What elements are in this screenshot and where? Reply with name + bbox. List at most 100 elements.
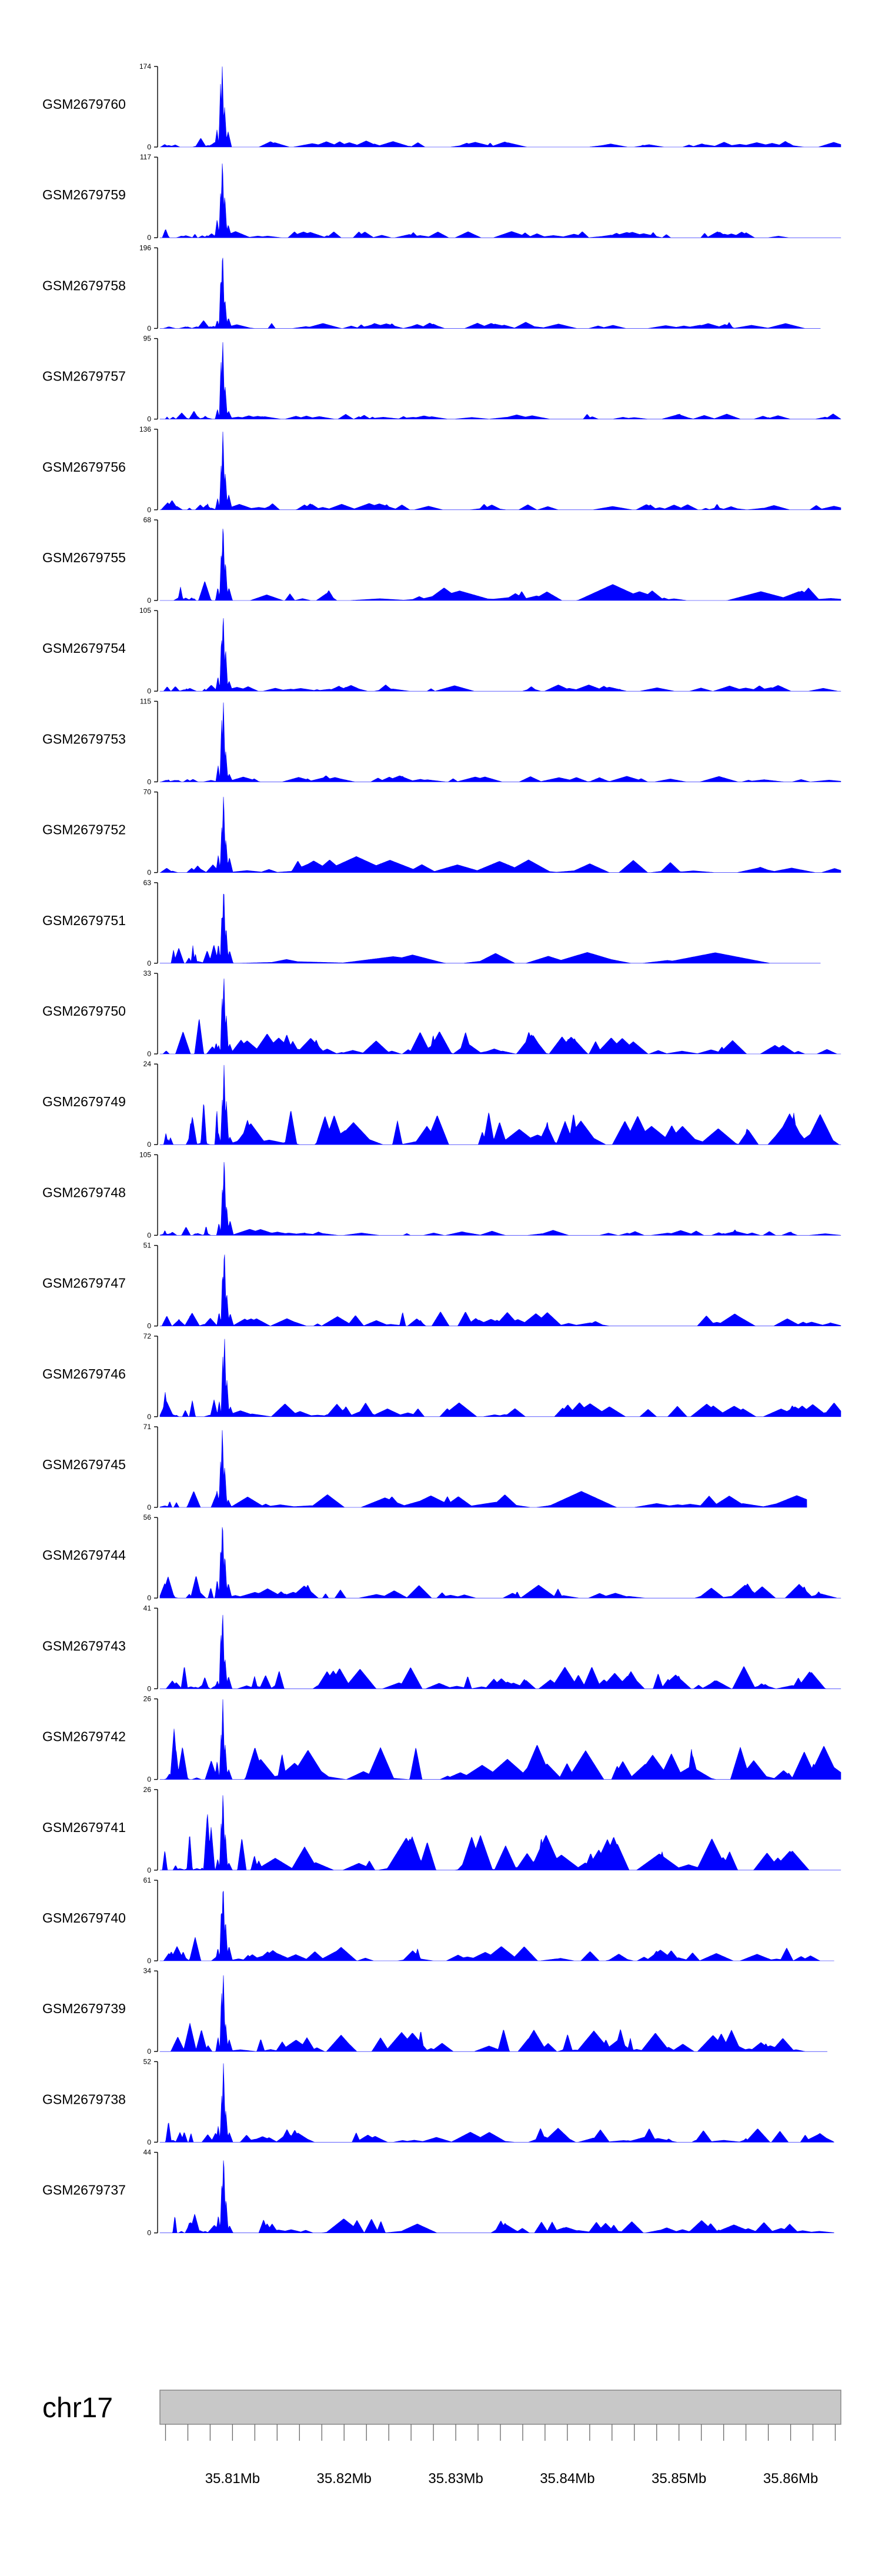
y-axis-min-label: 0 <box>147 778 151 786</box>
coverage-area <box>159 978 841 1055</box>
track-label: GSM2679741 <box>42 1820 126 1835</box>
track-GSM2679749: GSM2679749 24 0 <box>42 1060 841 1149</box>
y-axis-max-label: 136 <box>139 425 151 433</box>
y-axis-min-label: 0 <box>147 959 151 967</box>
coverage-area <box>159 66 841 148</box>
genome-tick-label: 35.85Mb <box>652 2471 706 2487</box>
y-axis-max-label: 26 <box>143 1786 152 1794</box>
track-label: GSM2679750 <box>42 1003 126 1019</box>
genome-tick-label: 35.83Mb <box>428 2471 483 2487</box>
track-label: GSM2679737 <box>42 2183 126 2198</box>
coverage-area <box>159 258 821 329</box>
track-label: GSM2679751 <box>42 913 126 928</box>
coverage-area <box>159 342 841 419</box>
track-label: GSM2679744 <box>42 1547 126 1563</box>
y-axis-max-label: 95 <box>143 335 152 343</box>
track-GSM2679752: GSM2679752 70 0 <box>42 788 841 877</box>
track-GSM2679744: GSM2679744 56 0 <box>42 1513 841 1602</box>
y-axis-max-label: 105 <box>139 606 151 615</box>
track-label: GSM2679738 <box>42 2091 126 2107</box>
y-axis-max-label: 26 <box>143 1695 152 1703</box>
track-label: GSM2679739 <box>42 2001 126 2016</box>
track-label: GSM2679742 <box>42 1729 126 1744</box>
genome-ticks: 35.81Mb 35.82Mb 35.83Mb 35.84Mb 35.85Mb 35.86… <box>165 2424 836 2487</box>
y-axis-min-label: 0 <box>147 687 151 695</box>
track-label: GSM2679746 <box>42 1366 126 1382</box>
y-axis-min-label: 0 <box>147 2229 151 2237</box>
y-axis-max-label: 174 <box>139 62 151 71</box>
track-label: GSM2679753 <box>42 731 126 746</box>
chromosome-label: chr17 <box>42 2393 113 2424</box>
track-label: GSM2679759 <box>42 187 126 202</box>
genome-tick-label: 35.86Mb <box>763 2471 818 2487</box>
track-label: GSM2679740 <box>42 1910 126 1926</box>
track-GSM2679739: GSM2679739 34 0 <box>42 1967 828 2056</box>
track-label: GSM2679755 <box>42 550 126 565</box>
track-label: GSM2679748 <box>42 1184 126 1200</box>
y-axis-min-label: 0 <box>147 1050 151 1058</box>
track-GSM2679742: GSM2679742 26 0 <box>42 1695 841 1784</box>
coverage-area <box>159 163 841 238</box>
y-axis-max-label: 115 <box>140 697 151 705</box>
track-GSM2679759: GSM2679759 117 0 <box>42 153 841 242</box>
tracks-group: GSM2679760 174 0 GSM2679759 117 0 GSM2679758 19… <box>42 62 841 2237</box>
track-GSM2679755: GSM2679755 68 0 <box>42 516 841 605</box>
coverage-area <box>159 1430 807 1508</box>
y-axis-max-label: 52 <box>143 2057 152 2066</box>
y-axis-min-label: 0 <box>147 1957 151 1965</box>
track-GSM2679740: GSM2679740 61 0 <box>42 1876 834 1965</box>
y-axis-min-label: 0 <box>147 869 151 877</box>
coverage-area <box>159 1891 834 1961</box>
y-axis-min-label: 0 <box>147 1866 151 1874</box>
track-GSM2679738: GSM2679738 52 0 <box>42 2057 834 2146</box>
track-GSM2679737: GSM2679737 44 0 <box>42 2148 834 2237</box>
y-axis-max-label: 63 <box>143 879 152 887</box>
track-label: GSM2679760 <box>42 96 126 112</box>
track-GSM2679758: GSM2679758 196 0 <box>42 243 821 332</box>
track-GSM2679741: GSM2679741 26 0 <box>42 1786 841 1874</box>
genome-tick-label: 35.82Mb <box>316 2471 371 2487</box>
y-axis-min-label: 0 <box>147 596 151 605</box>
y-axis-max-label: 105 <box>139 1150 151 1159</box>
coverage-area <box>159 1975 828 2052</box>
y-axis-max-label: 68 <box>143 516 152 524</box>
track-label: GSM2679757 <box>42 369 126 384</box>
track-GSM2679746: GSM2679746 72 0 <box>42 1332 841 1421</box>
y-axis-min-label: 0 <box>147 1503 151 1511</box>
y-axis-max-label: 33 <box>143 969 152 977</box>
genome-tick-label: 35.84Mb <box>540 2471 594 2487</box>
track-GSM2679747: GSM2679747 51 0 <box>42 1242 841 1330</box>
coverage-area <box>159 1162 841 1236</box>
y-axis-min-label: 0 <box>147 415 151 423</box>
y-axis-max-label: 34 <box>143 1967 152 1975</box>
track-GSM2679750: GSM2679750 33 0 <box>42 969 841 1058</box>
y-axis-max-label: 51 <box>143 1242 152 1250</box>
track-GSM2679754: GSM2679754 105 0 <box>42 606 841 695</box>
y-axis-max-label: 56 <box>143 1513 152 1521</box>
y-axis-max-label: 196 <box>139 243 151 252</box>
coverage-area <box>159 1795 841 1871</box>
y-axis-min-label: 0 <box>147 143 151 151</box>
y-axis-min-label: 0 <box>147 1776 151 1784</box>
y-axis-min-label: 0 <box>147 324 151 332</box>
y-axis-max-label: 24 <box>143 1060 152 1068</box>
coverage-area <box>159 528 841 601</box>
coverage-area <box>159 702 841 782</box>
track-label: GSM2679754 <box>42 640 126 656</box>
y-axis-max-label: 61 <box>143 1876 152 1884</box>
track-label: GSM2679756 <box>42 459 126 475</box>
track-label: GSM2679747 <box>42 1276 126 1291</box>
y-axis-min-label: 0 <box>147 2047 151 2056</box>
coverage-area <box>159 796 841 873</box>
track-GSM2679757: GSM2679757 95 0 <box>42 335 841 423</box>
track-GSM2679760: GSM2679760 174 0 <box>42 62 841 151</box>
y-axis-min-label: 0 <box>147 233 151 242</box>
coverage-area <box>159 2160 834 2233</box>
y-axis-min-label: 0 <box>147 1231 151 1239</box>
y-axis-min-label: 0 <box>147 1140 151 1149</box>
y-axis-min-label: 0 <box>147 1594 151 1602</box>
y-axis-max-label: 117 <box>140 153 151 161</box>
track-label: GSM2679745 <box>42 1457 126 1472</box>
track-label: GSM2679752 <box>42 822 126 837</box>
